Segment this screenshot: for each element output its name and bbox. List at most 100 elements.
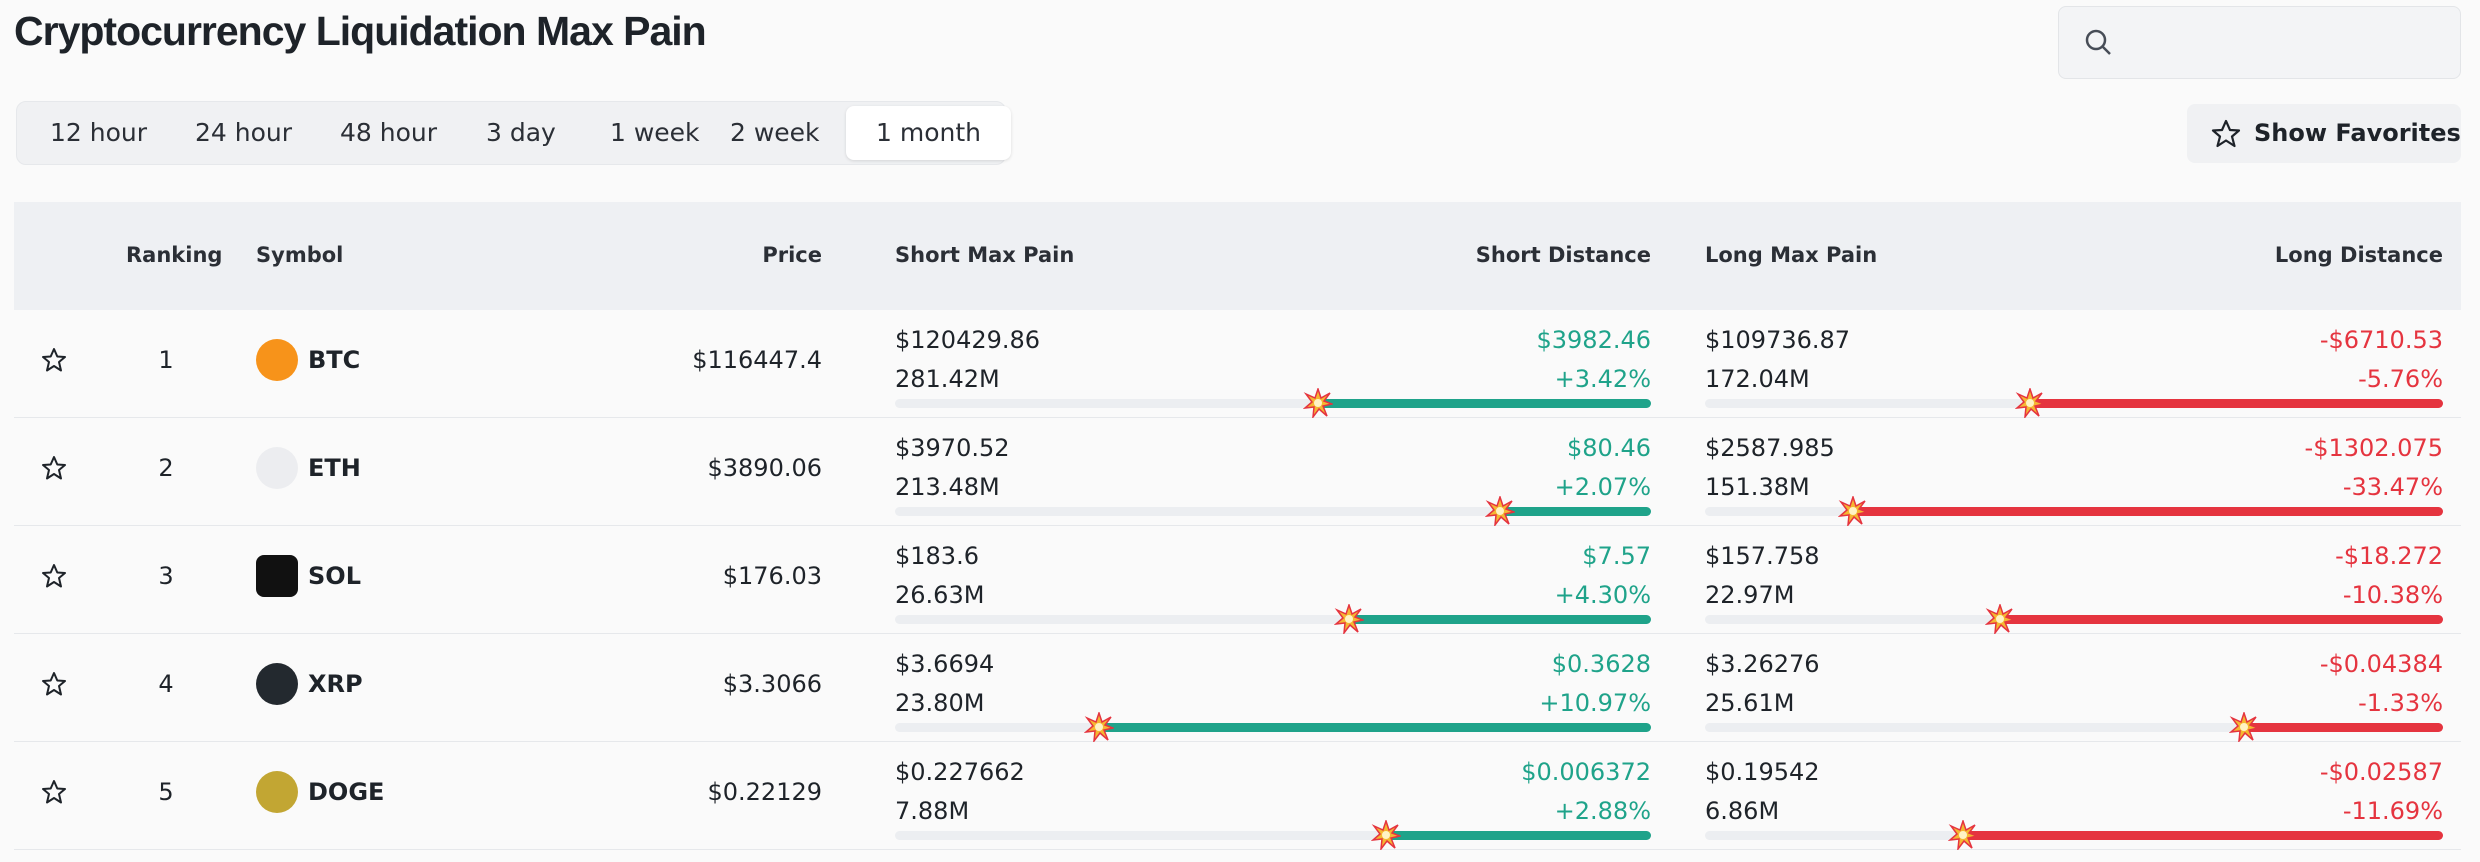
short-distance-pct: +3.42%: [1554, 365, 1651, 393]
long-distance: -$0.02587: [2319, 758, 2443, 786]
short-distance-pct: +2.88%: [1554, 797, 1651, 825]
short-distance-pct: +2.07%: [1554, 473, 1651, 501]
star-icon: [2211, 119, 2241, 148]
long-amount: 22.97M: [1705, 581, 1795, 609]
short-distance: $7.57: [1582, 542, 1651, 570]
price: $0.22129: [707, 778, 822, 806]
show-favorites-label: Show Favorites: [2254, 119, 2461, 147]
short-bar: [1318, 399, 1651, 408]
short-bar: [1499, 507, 1651, 516]
long-distance-pct: -5.76%: [2358, 365, 2443, 393]
symbol: BTC: [308, 346, 361, 374]
time-tab[interactable]: 2 week: [730, 118, 820, 147]
short-max-pain: $3970.52: [895, 434, 1010, 462]
long-amount: 151.38M: [1705, 473, 1810, 501]
favorite-star[interactable]: [41, 671, 67, 697]
symbol: ETH: [308, 454, 361, 482]
long-bar: [1852, 507, 2443, 516]
short-max-pain: $0.227662: [895, 758, 1025, 786]
favorite-star[interactable]: [41, 347, 67, 373]
long-max-pain: $2587.985: [1705, 434, 1835, 462]
column-header: Symbol: [256, 243, 344, 267]
long-amount: 6.86M: [1705, 797, 1780, 825]
short-bar-track: [895, 831, 1651, 840]
long-distance-pct: -33.47%: [2342, 473, 2443, 501]
time-tab[interactable]: 3 day: [486, 118, 556, 147]
symbol: DOGE: [308, 778, 385, 806]
explosion-icon: [1985, 604, 2016, 634]
show-favorites-button[interactable]: Show Favorites: [2187, 104, 2461, 163]
favorite-star[interactable]: [41, 563, 67, 589]
explosion-icon: [1084, 712, 1115, 742]
coin-icon: [256, 339, 298, 381]
ranking: 5: [158, 778, 174, 806]
short-max-pain: $3.6694: [895, 650, 995, 678]
long-amount: 172.04M: [1705, 365, 1810, 393]
column-header: Short Distance: [1475, 243, 1651, 267]
short-distance-pct: +4.30%: [1554, 581, 1651, 609]
symbol: XRP: [308, 670, 363, 698]
explosion-icon: [1303, 388, 1334, 418]
short-amount: 7.88M: [895, 797, 970, 825]
short-bar: [1099, 723, 1651, 732]
tab-bar: 12 hour 24 hour 48 hour 3 day 1 week 2 week 1 …: [16, 101, 1011, 165]
short-distance: $0.006372: [1521, 758, 1651, 786]
short-distance: $0.3628: [1551, 650, 1651, 678]
long-distance-pct: -11.69%: [2342, 797, 2443, 825]
time-tab[interactable]: 1 month: [846, 106, 1011, 160]
long-max-pain: $0.19542: [1705, 758, 1820, 786]
favorite-star[interactable]: [41, 455, 67, 481]
coin-icon: [256, 663, 298, 705]
ranking: 4: [158, 670, 174, 698]
long-distance: -$1302.075: [2304, 434, 2443, 462]
long-distance: -$18.272: [2335, 542, 2443, 570]
long-max-pain: $157.758: [1705, 542, 1820, 570]
price: $176.03: [722, 562, 822, 590]
explosion-icon: [1371, 820, 1402, 850]
short-bar: [1348, 615, 1651, 624]
column-header: Price: [762, 243, 822, 267]
short-amount: 26.63M: [895, 581, 985, 609]
long-bar: [2029, 399, 2443, 408]
explosion-icon: [1484, 496, 1515, 526]
explosion-icon: [1837, 496, 1868, 526]
short-bar-track: [895, 615, 1651, 624]
long-distance: -$0.04384: [2319, 650, 2443, 678]
favorite-star[interactable]: [41, 779, 67, 805]
time-tab[interactable]: 12 hour: [50, 118, 148, 147]
ranking: 2: [158, 454, 174, 482]
coin-icon: [256, 447, 298, 489]
time-tab[interactable]: 24 hour: [195, 118, 293, 147]
short-distance: $3982.46: [1536, 326, 1651, 354]
short-bar: [1386, 831, 1651, 840]
short-amount: 213.48M: [895, 473, 1000, 501]
symbol: SOL: [308, 562, 361, 590]
ranking: 3: [158, 562, 174, 590]
long-max-pain: $3.26276: [1705, 650, 1820, 678]
search-box[interactable]: [2058, 6, 2461, 79]
price: $3.3066: [722, 670, 822, 698]
long-distance: -$6710.53: [2319, 326, 2443, 354]
column-header: Ranking: [126, 243, 223, 267]
long-bar: [1963, 831, 2443, 840]
coin-icon: [256, 771, 298, 813]
time-tab[interactable]: 1 week: [610, 118, 700, 147]
short-amount: 281.42M: [895, 365, 1000, 393]
column-header: Long Max Pain: [1705, 243, 1878, 267]
explosion-icon: [1333, 604, 1364, 634]
short-bar-track: [895, 507, 1651, 516]
time-tab[interactable]: 48 hour: [340, 118, 438, 147]
long-max-pain: $109736.87: [1705, 326, 1851, 354]
short-max-pain: $183.6: [895, 542, 979, 570]
search-icon: [2085, 29, 2111, 55]
explosion-icon: [2014, 388, 2045, 418]
short-distance: $80.46: [1567, 434, 1651, 462]
coin-icon: [256, 555, 298, 597]
column-header: Short Max Pain: [895, 243, 1075, 267]
long-distance-pct: -1.33%: [2358, 689, 2443, 717]
short-max-pain: $120429.86: [895, 326, 1041, 354]
long-amount: 25.61M: [1705, 689, 1795, 717]
short-amount: 23.80M: [895, 689, 985, 717]
explosion-icon: [2228, 712, 2259, 742]
